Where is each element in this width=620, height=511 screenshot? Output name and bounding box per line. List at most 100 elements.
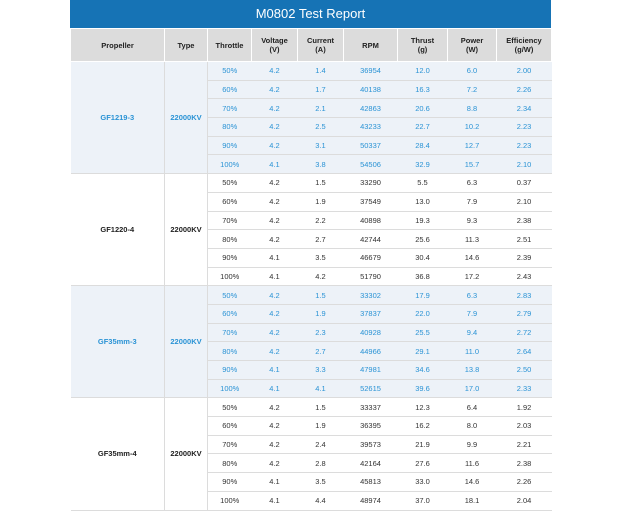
rpm-cell: 44966 xyxy=(343,341,398,361)
current-cell: 1.4 xyxy=(297,61,344,81)
rpm-cell: 50337 xyxy=(343,136,398,156)
throttle-cell: 60% xyxy=(207,304,252,324)
voltage-cell: 4.2 xyxy=(251,61,298,81)
throttle-cell: 70% xyxy=(207,98,252,119)
header-efficiency: Efficiency (g/W) xyxy=(496,28,552,62)
voltage-cell: 4.2 xyxy=(251,192,298,212)
power-cell: 9.4 xyxy=(447,323,497,343)
rpm-cell: 47981 xyxy=(343,360,398,380)
power-cell: 6.3 xyxy=(447,173,497,193)
thrust-cell: 29.1 xyxy=(397,341,448,361)
current-cell: 1.5 xyxy=(297,285,344,305)
header-propeller: Propeller xyxy=(70,28,165,62)
table-row: 90% 4.2 3.1 50337 28.4 12.7 2.23 xyxy=(71,136,552,156)
throttle-cell: 90% xyxy=(207,360,252,380)
power-cell: 10.2 xyxy=(447,117,497,137)
current-cell: 2.7 xyxy=(297,229,344,249)
efficiency-cell: 1.92 xyxy=(496,397,552,418)
power-cell: 18.1 xyxy=(447,491,497,511)
table-row: 80% 4.2 2.7 42744 25.6 11.3 2.51 xyxy=(71,229,552,249)
header-voltage: Voltage (V) xyxy=(251,28,298,62)
table-row: 80% 4.2 2.5 43233 22.7 10.2 2.23 xyxy=(71,117,552,137)
current-cell: 3.8 xyxy=(297,154,344,175)
table-row: 60% 4.2 1.9 36395 16.2 8.0 2.03 xyxy=(71,416,552,436)
table-body: GF1219-3 22000KV 50% 4.2 1.4 36954 12.0 6.0 2.00… xyxy=(70,61,552,511)
efficiency-cell: 2.10 xyxy=(496,192,552,212)
rpm-cell: 54506 xyxy=(343,154,398,175)
table-row: 60% 4.2 1.9 37837 22.0 7.9 2.79 xyxy=(71,304,552,324)
efficiency-cell: 2.21 xyxy=(496,435,552,455)
current-cell: 2.5 xyxy=(297,117,344,137)
throttle-cell: 80% xyxy=(207,341,252,361)
power-cell: 7.9 xyxy=(447,304,497,324)
table-row: 80% 4.2 2.7 44966 29.1 11.0 2.64 xyxy=(71,341,552,361)
power-cell: 6.3 xyxy=(447,285,497,305)
voltage-cell: 4.2 xyxy=(251,136,298,156)
thrust-cell: 16.3 xyxy=(397,80,448,100)
current-cell: 2.3 xyxy=(297,323,344,343)
thrust-cell: 5.5 xyxy=(397,173,448,193)
table-row: 100% 4.1 4.2 51790 36.8 17.2 2.43 xyxy=(71,267,552,287)
throttle-cell: 70% xyxy=(207,323,252,343)
voltage-cell: 4.2 xyxy=(251,229,298,249)
test-report: M0802 Test Report Propeller Type Throttl… xyxy=(70,0,552,511)
efficiency-cell: 2.72 xyxy=(496,323,552,343)
power-cell: 9.9 xyxy=(447,435,497,455)
throttle-cell: 100% xyxy=(207,379,252,399)
rpm-cell: 42863 xyxy=(343,98,398,119)
voltage-cell: 4.2 xyxy=(251,341,298,361)
rpm-cell: 33302 xyxy=(343,285,398,305)
table-row: 100% 4.1 4.1 52615 39.6 17.0 2.33 xyxy=(71,379,552,399)
efficiency-cell: 0.37 xyxy=(496,173,552,193)
header-type: Type xyxy=(164,28,208,62)
rpm-cell: 33337 xyxy=(343,397,398,418)
efficiency-cell: 2.64 xyxy=(496,341,552,361)
throttle-cell: 100% xyxy=(207,491,252,511)
rpm-cell: 42164 xyxy=(343,453,398,474)
thrust-cell: 27.6 xyxy=(397,453,448,474)
voltage-cell: 4.2 xyxy=(251,304,298,324)
table-row: 70% 4.2 2.3 40928 25.5 9.4 2.72 xyxy=(71,323,552,343)
rpm-cell: 43233 xyxy=(343,117,398,137)
power-cell: 8.0 xyxy=(447,416,497,436)
header-row: Propeller Type Throttle Voltage (V) Curre… xyxy=(70,28,552,62)
current-cell: 4.4 xyxy=(297,491,344,511)
voltage-cell: 4.2 xyxy=(251,117,298,137)
current-cell: 1.7 xyxy=(297,80,344,100)
type-cell: 22000KV xyxy=(164,285,208,399)
current-cell: 1.5 xyxy=(297,397,344,418)
thrust-cell: 32.9 xyxy=(397,154,448,175)
throttle-cell: 50% xyxy=(207,397,252,418)
thrust-cell: 19.3 xyxy=(397,211,448,231)
efficiency-cell: 2.38 xyxy=(496,453,552,474)
voltage-cell: 4.2 xyxy=(251,98,298,119)
thrust-cell: 33.0 xyxy=(397,472,448,492)
thrust-cell: 16.2 xyxy=(397,416,448,436)
thrust-cell: 20.6 xyxy=(397,98,448,119)
power-cell: 14.6 xyxy=(447,248,497,268)
current-cell: 4.2 xyxy=(297,267,344,287)
efficiency-cell: 2.34 xyxy=(496,98,552,119)
power-cell: 17.0 xyxy=(447,379,497,399)
current-cell: 1.9 xyxy=(297,416,344,436)
power-cell: 14.6 xyxy=(447,472,497,492)
current-cell: 2.2 xyxy=(297,211,344,231)
current-cell: 1.5 xyxy=(297,173,344,193)
efficiency-cell: 2.43 xyxy=(496,267,552,287)
voltage-cell: 4.1 xyxy=(251,360,298,380)
table-row: 90% 4.1 3.3 47981 34.6 13.8 2.50 xyxy=(71,360,552,380)
thrust-cell: 30.4 xyxy=(397,248,448,268)
thrust-cell: 22.0 xyxy=(397,304,448,324)
efficiency-cell: 2.33 xyxy=(496,379,552,399)
table-row: 90% 4.1 3.5 46679 30.4 14.6 2.39 xyxy=(71,248,552,268)
thrust-cell: 25.6 xyxy=(397,229,448,249)
throttle-cell: 70% xyxy=(207,435,252,455)
voltage-cell: 4.2 xyxy=(251,173,298,193)
current-cell: 1.9 xyxy=(297,304,344,324)
table-row: GF35mm-3 22000KV 50% 4.2 1.5 33302 17.9 6.3 2.83 xyxy=(70,285,552,399)
efficiency-cell: 2.79 xyxy=(496,304,552,324)
efficiency-cell: 2.39 xyxy=(496,248,552,268)
power-cell: 6.4 xyxy=(447,397,497,418)
rpm-cell: 36954 xyxy=(343,61,398,81)
table-row: 70% 4.2 2.2 40898 19.3 9.3 2.38 xyxy=(71,211,552,231)
